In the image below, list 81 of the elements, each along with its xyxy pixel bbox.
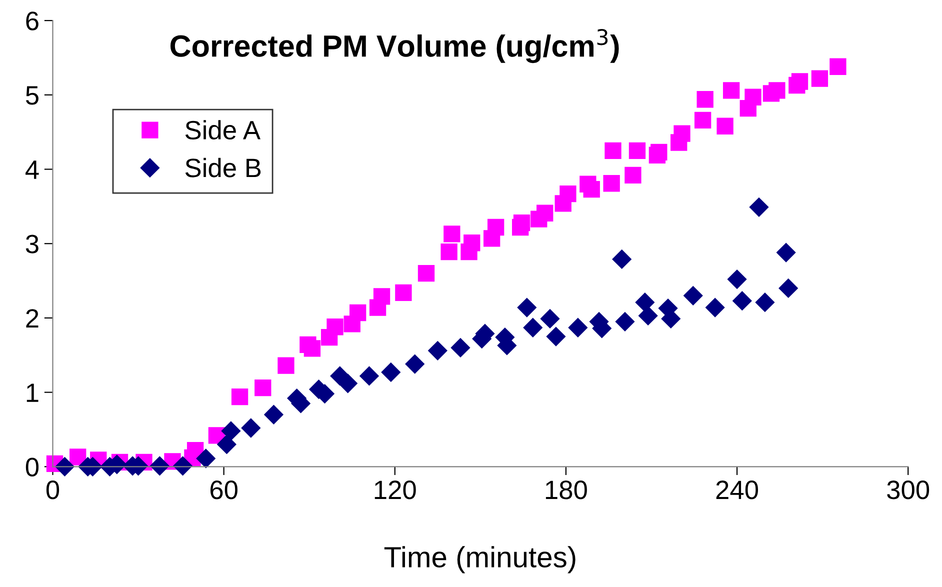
point — [196, 448, 216, 468]
point — [696, 91, 714, 108]
point — [776, 242, 796, 262]
x-axis-title: Time (minutes) — [384, 546, 576, 574]
point — [381, 362, 400, 382]
point — [768, 82, 786, 99]
point — [395, 284, 412, 302]
point — [428, 341, 448, 360]
point — [405, 354, 424, 374]
point — [55, 457, 74, 476]
point — [517, 298, 536, 318]
point — [231, 388, 248, 406]
point — [727, 270, 747, 289]
point — [624, 166, 642, 184]
x-tick-label: 120 — [374, 480, 416, 500]
y-tick-label: 3 — [26, 234, 38, 254]
point — [221, 421, 240, 441]
point — [811, 70, 828, 87]
point — [326, 318, 344, 336]
chart-title: Corrected PM Volume (ug/cm$^{3}$) — [170, 29, 619, 64]
point — [70, 448, 86, 466]
point — [546, 327, 566, 346]
point — [560, 185, 576, 202]
y-tick-label: 0 — [26, 458, 39, 476]
point — [540, 309, 560, 328]
point — [418, 265, 435, 282]
legend-label: Side A — [185, 120, 260, 140]
point — [568, 318, 588, 338]
point — [650, 144, 668, 160]
point — [830, 58, 846, 75]
point — [278, 357, 294, 374]
y-tick-label: 5 — [26, 86, 38, 105]
point — [638, 306, 658, 326]
point — [444, 226, 460, 242]
point — [755, 292, 774, 312]
point — [716, 118, 734, 134]
point — [173, 456, 192, 476]
point — [513, 214, 530, 232]
point — [744, 88, 762, 106]
point — [450, 338, 470, 358]
point — [684, 286, 703, 306]
x-tick-label: 60 — [210, 480, 238, 500]
y-tick-label: 6 — [26, 12, 38, 30]
point — [304, 340, 321, 357]
legend-label: Side B — [185, 158, 261, 178]
point — [674, 125, 690, 142]
point — [603, 175, 620, 192]
x-tick-label: 300 — [887, 480, 930, 500]
point — [338, 374, 358, 393]
point — [615, 312, 635, 332]
point — [706, 298, 725, 318]
point — [487, 218, 504, 236]
point — [694, 112, 712, 129]
point — [523, 318, 542, 338]
x-tick-label: 180 — [546, 480, 587, 500]
point — [583, 180, 600, 198]
y-tick-label: 4 — [25, 160, 39, 179]
point — [440, 243, 458, 260]
point — [604, 142, 622, 159]
y-tick-label: 2 — [26, 309, 38, 328]
point — [536, 204, 554, 222]
point — [635, 292, 654, 312]
x-tick-label: 240 — [716, 480, 758, 500]
point — [254, 380, 272, 396]
point — [217, 434, 236, 454]
x-tick-label: 0 — [46, 480, 60, 500]
point — [150, 456, 170, 476]
point — [612, 250, 632, 269]
point — [791, 73, 808, 90]
point — [241, 418, 260, 438]
point — [628, 142, 646, 159]
point — [264, 405, 284, 424]
y-tick-label: 1 — [26, 384, 38, 402]
point — [464, 234, 480, 252]
point — [349, 304, 366, 322]
point — [373, 288, 390, 305]
point — [778, 278, 798, 298]
point — [749, 198, 769, 217]
point — [732, 291, 752, 310]
point — [360, 366, 379, 386]
point — [722, 82, 740, 99]
